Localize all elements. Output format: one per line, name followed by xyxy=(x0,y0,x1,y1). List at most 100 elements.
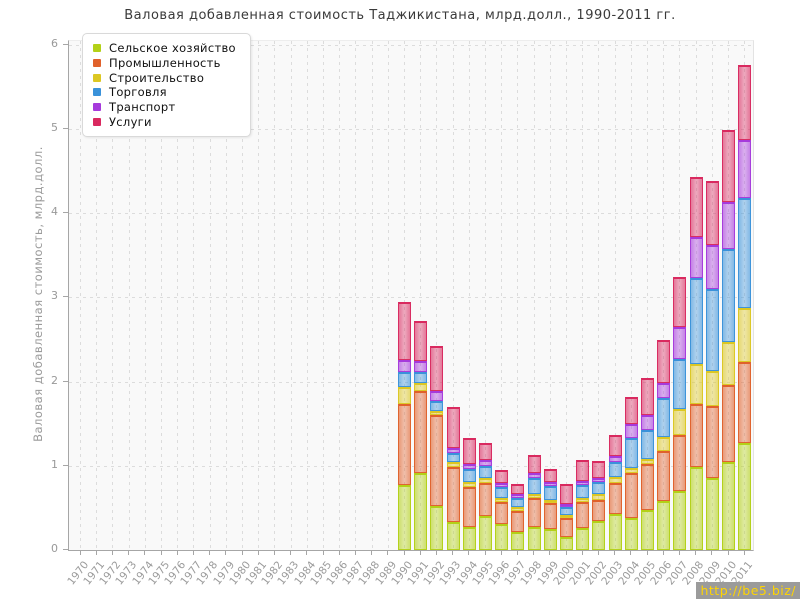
bar-segment-1993-Строительство xyxy=(446,462,460,467)
bar-segment-2008-Строительство xyxy=(689,364,703,405)
legend-item-3: Торговля xyxy=(93,85,236,100)
bar-segment-1993-Торговля xyxy=(446,453,460,463)
bar-segment-1999-Промышленность xyxy=(543,502,557,529)
x-axis-tick xyxy=(565,550,567,555)
legend-item-2: Строительство xyxy=(93,70,236,85)
bar-segment-2004-Торговля xyxy=(624,438,638,469)
bar-2004 xyxy=(624,396,638,550)
x-axis-tick xyxy=(79,550,81,555)
bar-segment-2007-Услуги xyxy=(673,277,687,327)
x-axis-tick xyxy=(516,550,518,555)
bar-segment-2011-Услуги xyxy=(738,65,752,141)
bar-segment-2009-Торговля xyxy=(705,289,719,371)
bar-segment-2005-Торговля xyxy=(641,429,654,460)
bar-segment-1999-Сельское хозяйство xyxy=(543,528,557,550)
bar-segment-1997-Транспорт xyxy=(511,493,525,498)
x-axis-tick xyxy=(111,550,113,555)
bar-segment-1993-Транспорт xyxy=(446,448,460,454)
y-axis-tick xyxy=(63,296,68,298)
x-axis-tick xyxy=(678,550,680,555)
legend: Сельское хозяйство Промышленность Строител… xyxy=(82,33,251,138)
y-tick-label-0: 0 xyxy=(51,542,58,555)
bar-2003 xyxy=(608,434,622,550)
y-axis-tick xyxy=(63,549,68,550)
vertical-gridline xyxy=(242,41,243,550)
bar-segment-2007-Транспорт xyxy=(673,326,687,359)
bar-segment-2001-Транспорт xyxy=(576,481,590,486)
bar-segment-1998-Транспорт xyxy=(527,473,541,478)
bar-segment-2004-Транспорт xyxy=(624,423,638,439)
bar-segment-1991-Строительство xyxy=(414,383,428,391)
vertical-gridline xyxy=(404,41,405,550)
bar-segment-2007-Промышленность xyxy=(673,434,687,492)
vertical-gridline xyxy=(209,41,211,550)
x-axis-tick xyxy=(662,550,664,555)
bar-segment-1994-Услуги xyxy=(462,438,476,465)
bar-segment-2005-Промышленность xyxy=(641,464,654,510)
x-axis-tick xyxy=(452,550,454,555)
bar-segment-2006-Строительство xyxy=(657,437,671,451)
vertical-gridline xyxy=(647,41,648,550)
y-tick-label-4: 4 xyxy=(51,205,58,219)
bar-segment-1991-Транспорт xyxy=(414,360,428,373)
bar-1996 xyxy=(495,470,509,550)
bar-segment-1991-Услуги xyxy=(414,321,428,361)
bar-segment-1996-Строительство xyxy=(495,497,509,503)
bar-segment-2001-Строительство xyxy=(576,497,590,503)
vertical-gridline xyxy=(517,41,519,550)
legend-swatch-icon xyxy=(93,88,101,97)
x-axis-tick xyxy=(614,550,616,555)
bar-segment-2004-Услуги xyxy=(624,396,638,424)
vertical-gridline xyxy=(582,41,584,550)
bar-segment-2008-Промышленность xyxy=(689,404,703,467)
bar-segment-2009-Сельское хозяйство xyxy=(705,477,719,550)
watermark-link[interactable]: http://be5.biz/ xyxy=(696,582,800,599)
y-tick-label-3: 3 xyxy=(51,289,58,303)
bar-segment-1995-Строительство xyxy=(479,477,492,483)
legend-swatch-icon xyxy=(93,103,101,112)
x-axis-tick xyxy=(160,550,162,555)
bar-2010 xyxy=(722,130,735,550)
bar-segment-2010-Транспорт xyxy=(722,202,735,249)
y-axis-tick xyxy=(63,464,68,466)
bar-segment-1998-Строительство xyxy=(527,493,541,498)
bar-segment-2006-Транспорт xyxy=(657,383,671,398)
y-axis-tick xyxy=(63,128,68,130)
horizontal-gridline xyxy=(69,213,753,215)
bar-segment-2003-Услуги xyxy=(608,434,622,456)
bar-segment-1991-Сельское хозяйство xyxy=(414,473,428,550)
vertical-gridline xyxy=(387,41,389,550)
x-axis-tick xyxy=(338,550,340,555)
bar-segment-2003-Торговля xyxy=(608,462,622,477)
x-axis-tick xyxy=(711,550,713,555)
bar-1997 xyxy=(511,484,525,550)
bar-segment-2003-Строительство xyxy=(608,476,622,483)
bar-segment-1990-Промышленность xyxy=(398,404,411,486)
bar-segment-2006-Торговля xyxy=(657,397,671,438)
bar-segment-1998-Торговля xyxy=(527,477,541,494)
bar-segment-2004-Промышленность xyxy=(624,472,638,519)
x-axis-tick xyxy=(581,550,583,555)
legend-item-1: Промышленность xyxy=(93,56,236,71)
bar-segment-2005-Услуги xyxy=(641,378,654,415)
x-axis-tick xyxy=(646,550,648,555)
bar-segment-2004-Сельское хозяйство xyxy=(624,518,638,550)
bar-segment-2003-Промышленность xyxy=(608,482,622,514)
x-axis-tick xyxy=(727,550,729,555)
bar-segment-1992-Сельское хозяйство xyxy=(430,506,444,550)
legend-swatch-icon xyxy=(93,44,101,53)
x-axis-tick xyxy=(273,550,275,555)
vertical-gridline xyxy=(161,41,162,550)
bar-segment-2010-Сельское хозяйство xyxy=(722,461,735,550)
x-axis-tick xyxy=(500,550,502,555)
x-axis-tick xyxy=(403,550,405,555)
bar-segment-2005-Сельское хозяйство xyxy=(641,509,654,550)
vertical-gridline xyxy=(420,41,422,550)
bar-segment-1998-Услуги xyxy=(527,454,541,474)
bar-segment-1992-Промышленность xyxy=(430,415,444,507)
bar-2006 xyxy=(657,340,671,550)
bar-segment-1994-Промышленность xyxy=(462,486,476,528)
bar-1995 xyxy=(479,443,492,550)
bar-segment-1997-Промышленность xyxy=(511,511,525,533)
vertical-gridline xyxy=(112,41,114,550)
